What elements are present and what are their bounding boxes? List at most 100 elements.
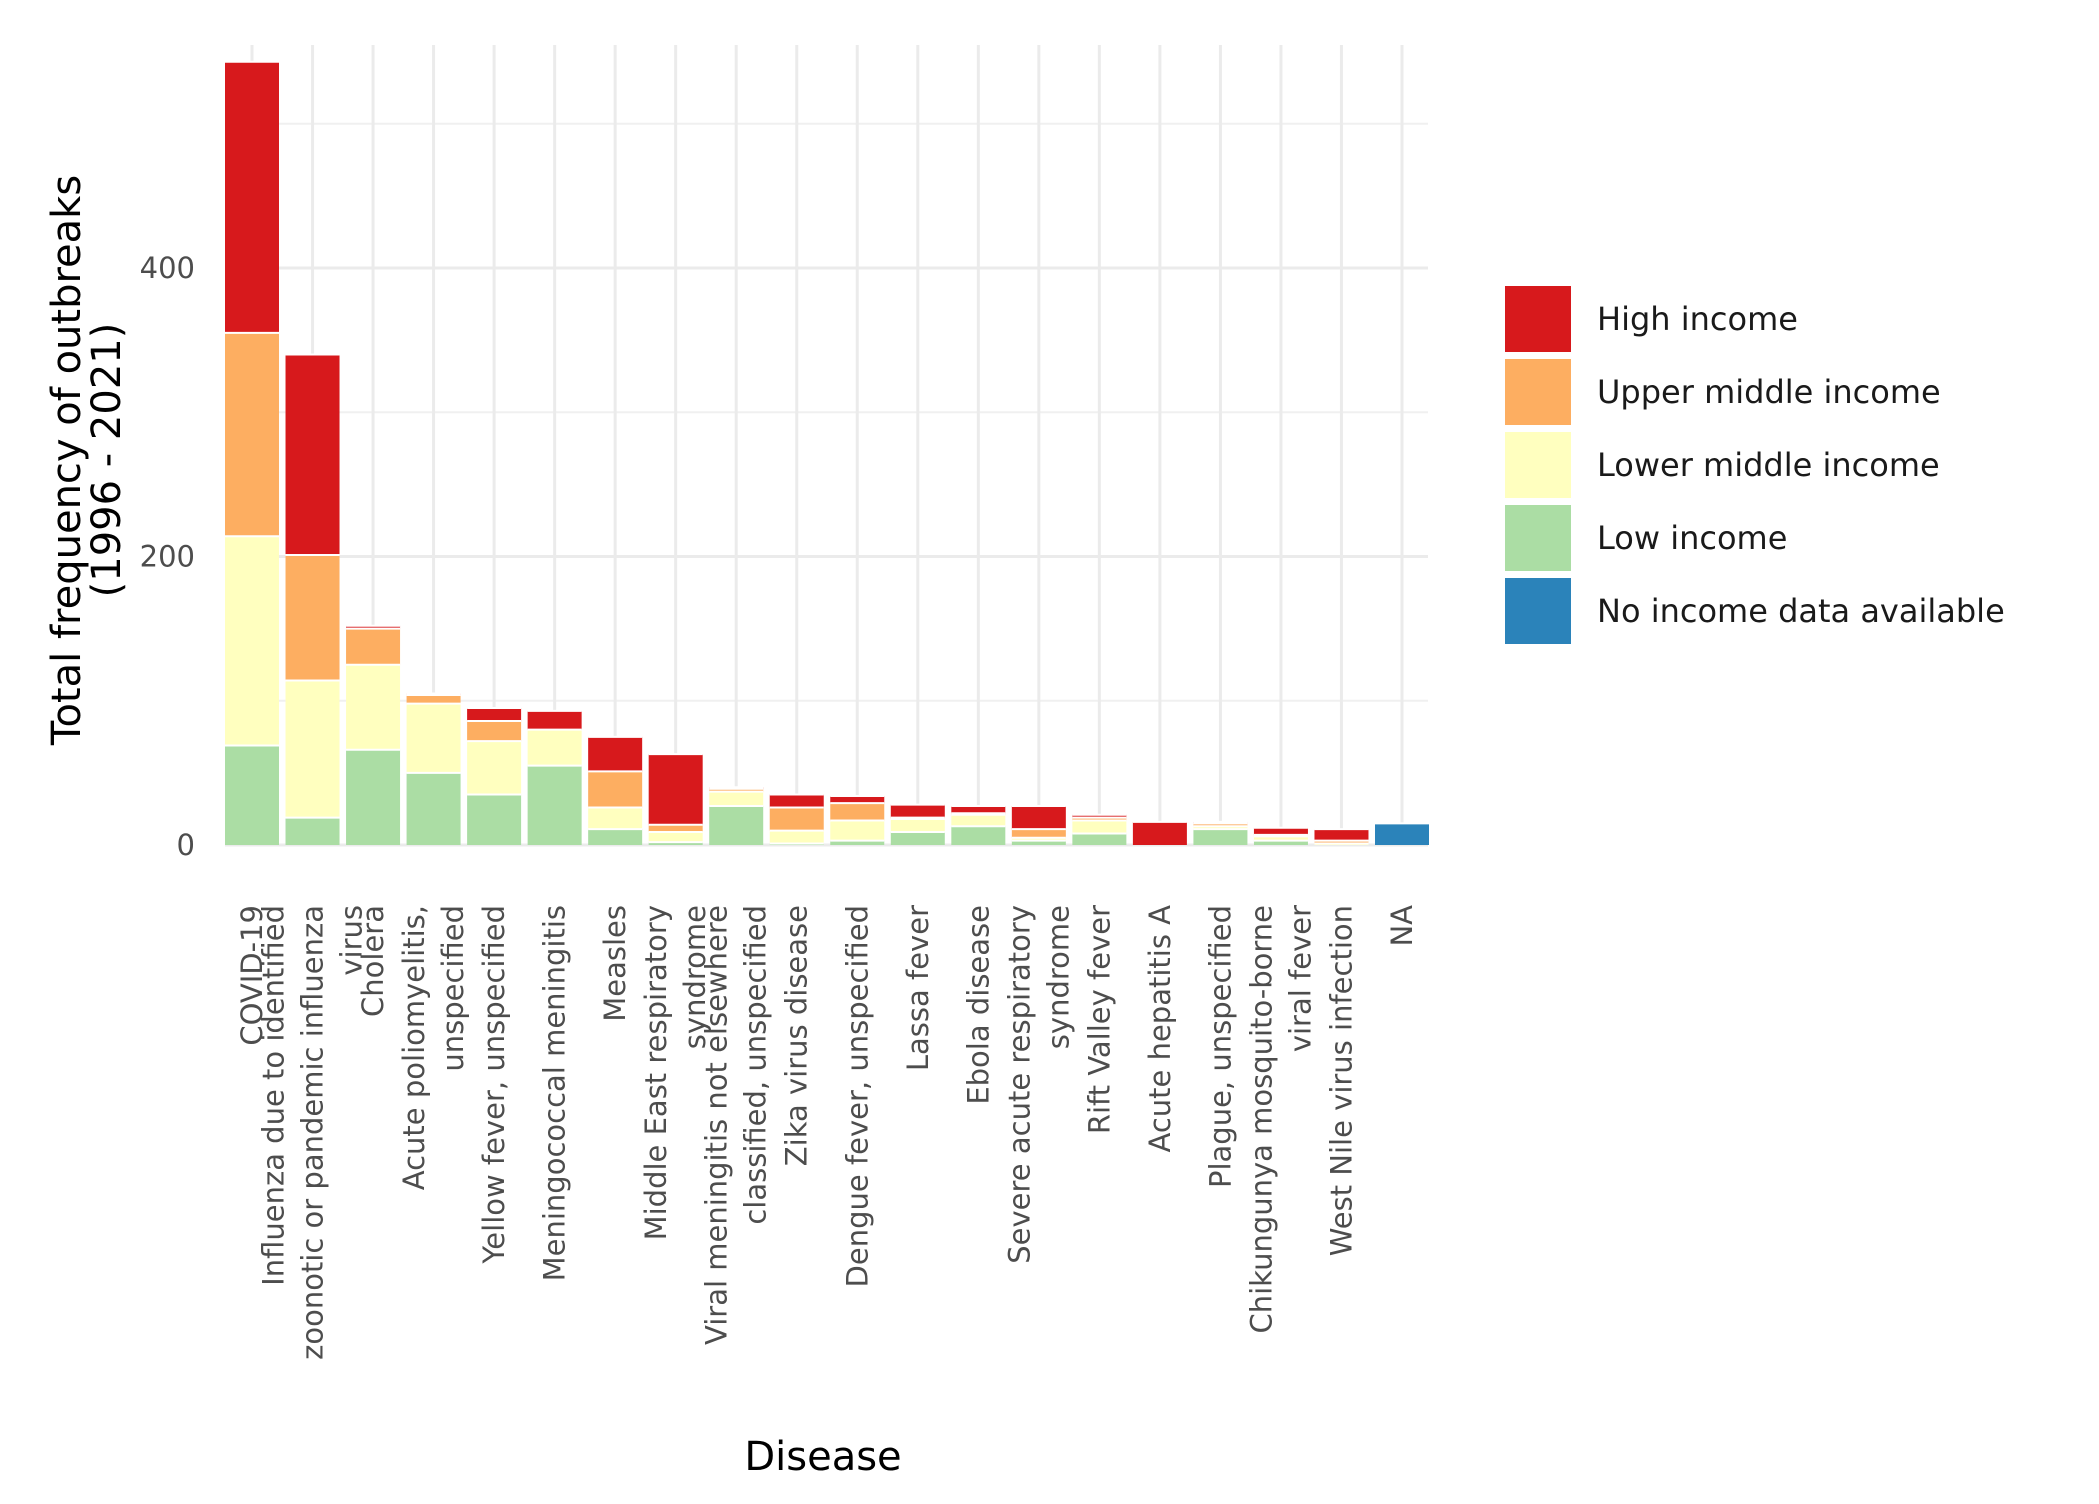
bar-segment (1314, 829, 1369, 841)
x-tick-label-line: Acute poliomyelitis, (397, 905, 431, 1190)
x-tick-label-line: Ebola disease (961, 905, 995, 1105)
x-tick-label: Middle East respiratory syndrome (639, 905, 712, 1240)
bar-segment (225, 332, 279, 537)
bar-segment (346, 749, 401, 845)
x-tick-label-line: zoonotic or pandemic influenza (296, 905, 330, 1360)
bar-segment (588, 829, 643, 845)
x-tick-label: Severe acute respiratory syndrome (1002, 905, 1075, 1264)
bar-segment (1011, 829, 1066, 838)
bar-segment (830, 795, 885, 804)
x-tick-label-line: Lassa fever (901, 905, 935, 1071)
x-tick-label-line: West Nile virus infection (1324, 905, 1358, 1256)
bar-segment (1011, 840, 1066, 845)
x-tick-label: Zika virus disease (780, 905, 814, 1166)
x-tick-label-line: Measles (598, 905, 632, 1022)
x-tick-label: COVID-19 (235, 905, 269, 1046)
x-tick-label-line: Rift Valley fever (1082, 905, 1116, 1134)
bar-segment (769, 830, 824, 844)
bar-segment (285, 817, 340, 845)
x-tick-label-line: Yellow fever, unspecified (477, 905, 511, 1265)
bar-segment (1072, 817, 1127, 821)
bar-segment (709, 791, 764, 807)
legend-label: No income data available (1597, 592, 2005, 630)
x-tick-label: Plague, unspecified (1203, 905, 1237, 1188)
bar-segment (527, 765, 582, 845)
bar-segment (648, 824, 703, 833)
bar-segment (890, 819, 945, 833)
bar-segment (225, 536, 279, 746)
x-tick-label-line: Acute hepatitis A (1143, 905, 1177, 1153)
bar-segment (225, 61, 279, 333)
bar-segment (951, 826, 1006, 845)
y-tick-label: 0 (177, 828, 195, 862)
bar-segment (1253, 836, 1308, 841)
y-axis-title-line: Total frequency of outbreaks (44, 175, 90, 746)
bar-segment (225, 745, 279, 845)
legend-label: High income (1597, 300, 1798, 338)
x-tick-label: Ebola disease (961, 905, 995, 1105)
x-tick-label: Measles (598, 905, 632, 1022)
y-tick-labels: 0 200 400 (140, 251, 195, 862)
x-axis-title: Disease (744, 1434, 901, 1480)
bars-layer (225, 60, 1429, 845)
x-tick-label-line: syndrome (1041, 905, 1075, 1049)
legend-key (1505, 505, 1571, 571)
bar-segment (951, 814, 1006, 827)
y-tick-label: 200 (140, 540, 195, 574)
bar-segment (709, 806, 764, 845)
bar-segment (467, 741, 522, 795)
bar-segment (467, 720, 522, 742)
legend-label: Upper middle income (1597, 373, 1941, 411)
bar-segment (406, 694, 461, 704)
x-tick-label-line: Severe acute respiratory (1002, 905, 1036, 1264)
bar-segment (648, 832, 703, 843)
x-tick-label: Yellow fever, unspecified (477, 905, 511, 1265)
legend-label: Lower middle income (1597, 446, 1940, 484)
bar-segment (890, 832, 945, 845)
bar-segment (346, 628, 401, 665)
bar-segment (467, 794, 522, 845)
bar-segment (830, 820, 885, 841)
x-tick-label: Chikungunya mosquito-borne viral fever (1244, 905, 1317, 1334)
x-tick-label: West Nile virus infection (1324, 905, 1358, 1256)
x-tick-label: NA (1385, 905, 1419, 947)
bar-segment (1011, 837, 1066, 841)
x-tick-label-line: unspecified (436, 905, 470, 1072)
x-tick-label: Acute hepatitis A (1143, 905, 1177, 1153)
legend: High income Upper middle income Lower midd… (1505, 286, 2005, 644)
legend-label: Low income (1597, 519, 1787, 557)
legend-key (1505, 578, 1571, 644)
bar-segment (1375, 823, 1429, 845)
bar-segment (346, 625, 401, 629)
bar-segment (527, 710, 582, 730)
bar-segment (1193, 823, 1248, 827)
bar-segment (709, 788, 764, 792)
bar-segment (406, 703, 461, 773)
x-tick-label: Rift Valley fever (1082, 905, 1116, 1134)
x-tick-label-line: COVID-19 (235, 905, 269, 1046)
x-tick-label-line: Influenza due to identified (257, 905, 291, 1286)
bar-segment (890, 804, 945, 818)
bar-segment (285, 354, 340, 556)
legend-key (1505, 359, 1571, 425)
bar-segment (769, 807, 824, 831)
bar-segment (467, 707, 522, 721)
bar-segment (769, 794, 824, 808)
bar-segment (1253, 827, 1308, 835)
x-tick-label-line: Chikungunya mosquito-borne (1244, 905, 1278, 1334)
x-tick-label-line: Meningococcal meningitis (538, 905, 572, 1281)
bar-segment (1193, 826, 1248, 830)
bar-segment (588, 807, 643, 830)
bar-segment (1193, 829, 1248, 845)
y-axis-title-line: (1996 - 2021) (84, 323, 130, 598)
bar-segment (830, 840, 885, 845)
y-tick-label: 400 (140, 251, 195, 285)
x-tick-label: Acute poliomyelitis, unspecified (397, 905, 470, 1190)
bar-segment (285, 680, 340, 818)
legend-key (1505, 432, 1571, 498)
x-tick-label: Meningococcal meningitis (538, 905, 572, 1281)
x-tick-label-line: Plague, unspecified (1203, 905, 1237, 1188)
x-tick-label-line: classified, unspecified (739, 905, 773, 1225)
